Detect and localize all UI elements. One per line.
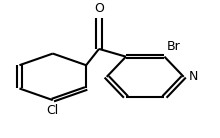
Text: N: N: [189, 70, 198, 83]
Text: Br: Br: [167, 40, 180, 53]
Text: Cl: Cl: [47, 104, 59, 117]
Text: O: O: [94, 2, 104, 15]
